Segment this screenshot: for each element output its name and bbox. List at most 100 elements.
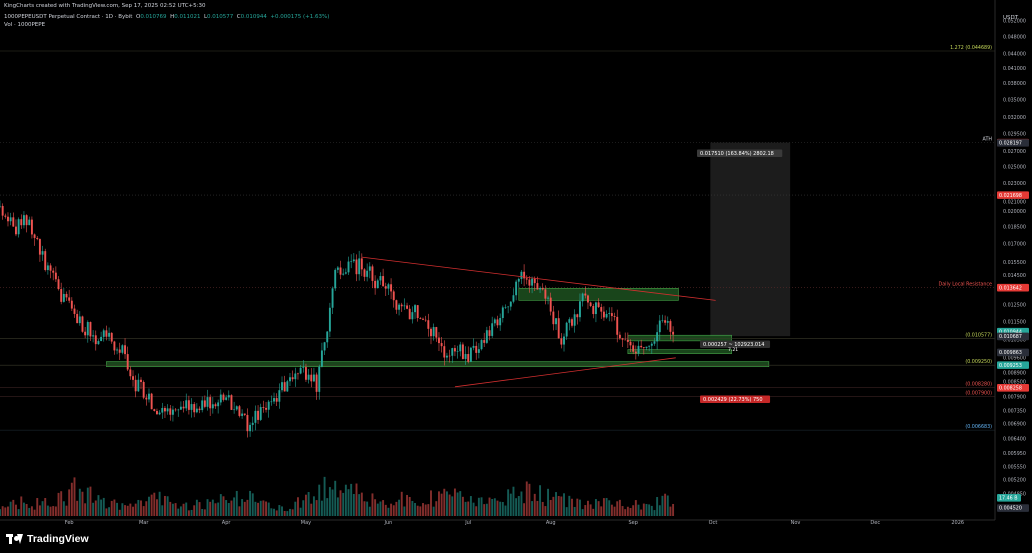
- volume-bar: [108, 507, 111, 516]
- candle-body: [201, 400, 204, 411]
- candle: [209, 394, 212, 417]
- volume-bar: [509, 493, 512, 516]
- candle-body: [65, 293, 68, 298]
- volume-bar: [493, 498, 496, 516]
- candle-body: [134, 379, 137, 392]
- price-tick-label: 0.009600: [1003, 355, 1026, 361]
- candle-body: [148, 393, 150, 400]
- volume-bar: [326, 498, 329, 516]
- candle: [273, 392, 275, 404]
- candle-body: [304, 367, 307, 380]
- volume-bar: [140, 500, 142, 516]
- candle-body: [491, 323, 494, 336]
- candle: [62, 287, 65, 303]
- candle: [145, 394, 148, 406]
- candle-body: [565, 322, 568, 337]
- candle: [102, 328, 105, 342]
- candle-body: [536, 283, 539, 290]
- volume-bar: [36, 498, 39, 516]
- volume-bar: [116, 502, 119, 516]
- candle-body: [672, 331, 675, 335]
- candle: [166, 404, 169, 415]
- candle: [238, 405, 241, 418]
- candle-body: [73, 308, 76, 314]
- candle-body: [278, 390, 281, 402]
- candle: [430, 327, 432, 345]
- candle: [121, 344, 124, 355]
- volume-bar: [179, 506, 182, 516]
- candle: [395, 299, 398, 314]
- volume-bar: [129, 503, 132, 516]
- candle-body: [235, 406, 238, 410]
- volume-bar: [384, 504, 387, 516]
- volume-bar: [480, 497, 483, 516]
- candle: [456, 345, 459, 359]
- volume-bar: [334, 480, 337, 516]
- candle-body: [366, 270, 369, 277]
- candle: [565, 321, 568, 340]
- candle: [363, 268, 366, 282]
- candle: [73, 304, 76, 318]
- candle: [113, 340, 116, 355]
- candle: [576, 313, 579, 325]
- candle-body: [163, 407, 166, 412]
- volume-bar: [392, 505, 395, 516]
- volume-bar: [174, 503, 177, 516]
- tradingview-logo-text: TradingView: [27, 533, 89, 545]
- volume-bar: [156, 499, 158, 516]
- volume-bar: [84, 503, 87, 516]
- volume-bar: [608, 500, 611, 516]
- candle: [254, 405, 257, 431]
- candle-body: [108, 332, 111, 337]
- volume-bar: [371, 493, 374, 516]
- candle: [424, 315, 427, 322]
- candle: [44, 248, 47, 272]
- currency-label: USDT: [1003, 15, 1019, 21]
- candle-body: [177, 409, 180, 411]
- candle: [589, 301, 592, 308]
- candle: [132, 370, 134, 387]
- volume-bar: [661, 495, 664, 516]
- price-tick-label: 0.041000: [1003, 66, 1026, 72]
- candle: [422, 317, 424, 321]
- volume-bar: [148, 496, 150, 516]
- tradingview-logo[interactable]: TradingView: [6, 533, 89, 545]
- candle: [371, 264, 374, 289]
- candle-body: [512, 295, 515, 302]
- volume-bar: [177, 508, 180, 516]
- volume-bar: [618, 499, 621, 516]
- trendline: [361, 256, 716, 301]
- candle-body: [315, 374, 318, 392]
- price-tick-label: 0.007350: [1003, 409, 1026, 415]
- candle-body: [656, 332, 659, 342]
- volume-bar: [467, 501, 470, 516]
- candle-body: [621, 338, 624, 340]
- candle: [531, 276, 534, 294]
- candle: [557, 310, 560, 339]
- price-badge-label: 0.009253: [999, 363, 1022, 369]
- volume-bar: [650, 505, 653, 516]
- price-level-label: (0.009250): [965, 359, 992, 365]
- volume-bar: [97, 495, 100, 516]
- candle: [158, 410, 161, 416]
- candle-body: [294, 373, 297, 380]
- volume-bar: [209, 501, 212, 516]
- candle-body: [145, 397, 148, 400]
- candle: [89, 321, 92, 341]
- candle: [41, 245, 44, 261]
- candle-body: [36, 237, 39, 240]
- candle: [594, 301, 597, 323]
- volume-bar: [25, 503, 28, 516]
- price-badge: [997, 504, 1029, 512]
- candle: [427, 313, 430, 337]
- candle: [629, 339, 632, 353]
- price-tick-label: 0.006400: [1003, 436, 1026, 442]
- candle-body: [547, 297, 550, 299]
- volume-bar: [414, 502, 416, 516]
- candle: [467, 346, 470, 364]
- price-tick-label: 0.035000: [1003, 97, 1026, 103]
- volume-bar: [523, 503, 526, 516]
- candle: [443, 340, 446, 366]
- candle-body: [153, 409, 156, 411]
